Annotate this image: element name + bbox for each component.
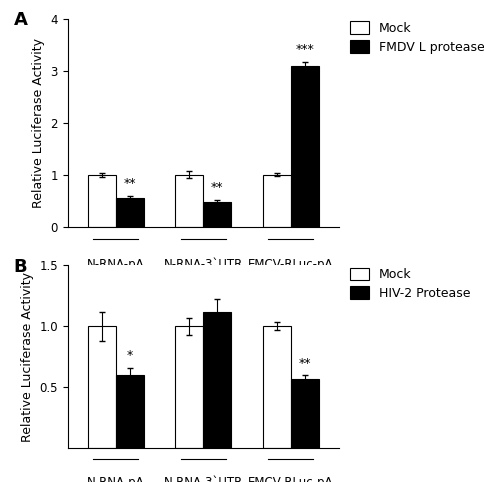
Bar	[88, 326, 116, 448]
Bar	[291, 66, 318, 227]
Legend: Mock, FMDV L protease: Mock, FMDV L protease	[350, 21, 484, 54]
Text: **: **	[123, 177, 136, 190]
Text: N-RNA-3`UTR: N-RNA-3`UTR	[164, 257, 243, 270]
Bar	[175, 326, 203, 448]
Text: **: **	[299, 357, 311, 370]
Bar	[116, 375, 144, 448]
Bar	[291, 379, 318, 448]
Bar	[203, 201, 231, 227]
Bar	[175, 175, 203, 227]
Text: A: A	[14, 11, 28, 29]
Y-axis label: Relative Luciferase Activity: Relative Luciferase Activity	[32, 38, 45, 208]
Text: EMCV-RLuc-pA: EMCV-RLuc-pA	[248, 257, 333, 270]
Text: N-RNA-3`UTR: N-RNA-3`UTR	[164, 476, 243, 482]
Bar	[263, 175, 291, 227]
Y-axis label: Relative Luciferase Activity: Relative Luciferase Activity	[21, 272, 34, 442]
Text: ***: ***	[295, 43, 314, 56]
Text: EMCV-RLuc-pA: EMCV-RLuc-pA	[248, 476, 333, 482]
Bar	[116, 198, 144, 227]
Text: N-RNA-pA: N-RNA-pA	[87, 476, 145, 482]
Bar	[263, 326, 291, 448]
Text: *: *	[127, 349, 133, 362]
Text: B: B	[14, 258, 27, 276]
Text: **: **	[211, 181, 224, 194]
Bar	[88, 175, 116, 227]
Bar	[203, 311, 231, 448]
Legend: Mock, HIV-2 Protease: Mock, HIV-2 Protease	[350, 268, 471, 300]
Text: N-RNA-pA: N-RNA-pA	[87, 257, 145, 270]
